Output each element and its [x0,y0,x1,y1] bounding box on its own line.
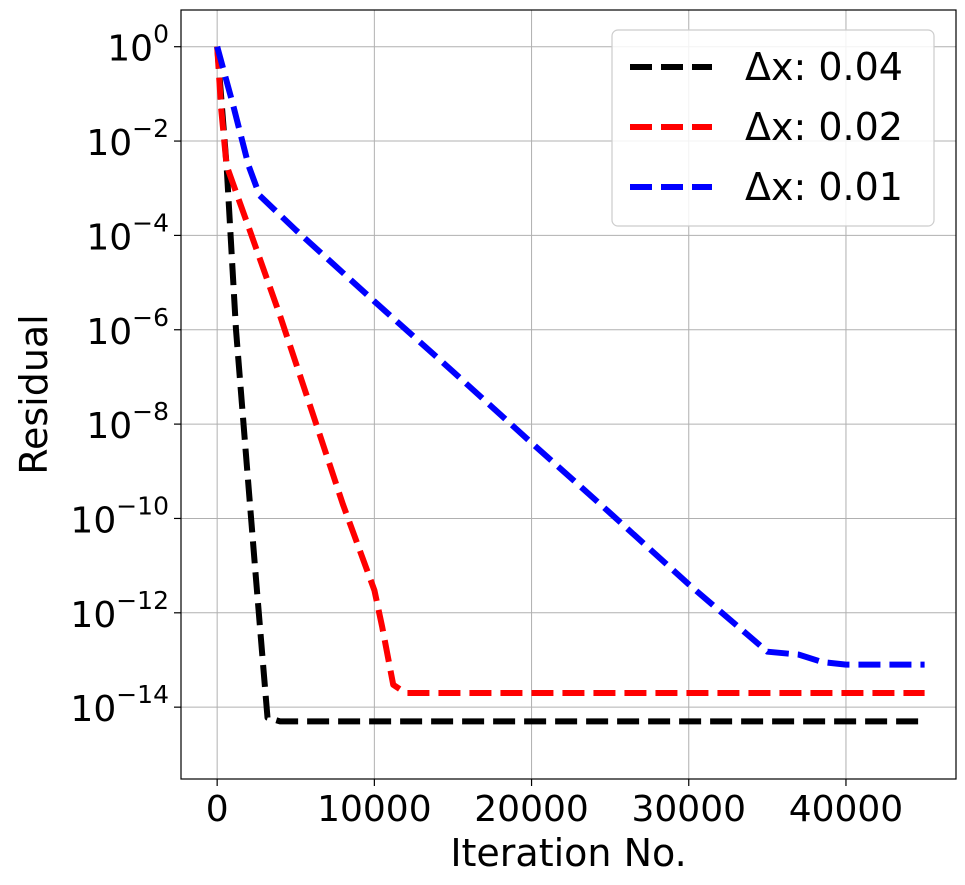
x-tick-label: 30000 [631,789,746,830]
legend: Δx: 0.04 Δx: 0.02 Δx: 0.01 [611,29,935,227]
x-axis-ticks: 0 10000 20000 30000 40000 [206,779,904,830]
series-line [214,45,925,668]
y-tick-label: 10−10 [70,491,169,541]
y-tick-label: 10−12 [70,586,169,636]
y-tick-label: 10−2 [86,114,169,164]
y-tick-label: 100 [107,20,169,70]
legend-box [611,29,935,227]
y-tick-label: 10−14 [70,680,169,730]
grid [181,10,956,779]
x-tick-label: 40000 [789,789,904,830]
legend-label: Δx: 0.01 [745,165,903,209]
series-layer [214,45,925,725]
y-axis-label: Residual [12,314,56,474]
x-axis-label: Iteration No. [450,831,686,875]
series-line [214,46,925,696]
legend-label: Δx: 0.04 [745,45,903,89]
y-tick-label: 10−8 [86,397,169,447]
x-tick-label: 10000 [317,789,432,830]
legend-label: Δx: 0.02 [745,105,903,149]
x-tick-label: 20000 [474,789,589,830]
plot-frame [180,9,957,780]
series-line [214,46,925,725]
y-tick-label: 10−6 [86,303,169,353]
y-axis-ticks: 100 10−2 10−4 10−6 10−8 10−10 10−12 10−14 [70,20,181,730]
y-tick-label: 10−4 [86,208,169,258]
x-tick-label: 0 [206,789,229,830]
